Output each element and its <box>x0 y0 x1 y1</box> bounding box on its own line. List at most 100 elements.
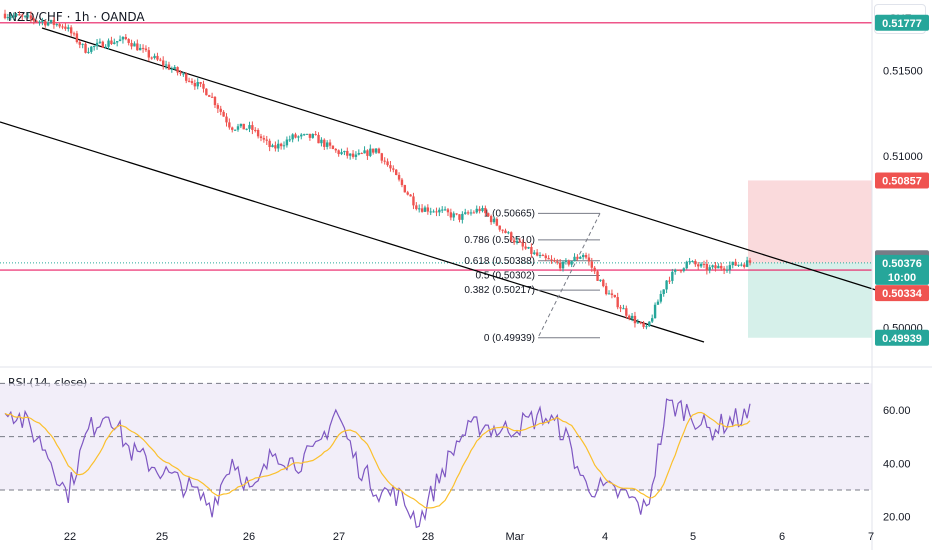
candle <box>156 52 159 62</box>
candle-body <box>581 254 585 258</box>
candle <box>328 139 332 149</box>
candle-body <box>84 43 87 53</box>
candle-body <box>426 207 430 212</box>
candle <box>124 34 128 41</box>
candle <box>627 314 631 321</box>
candle-body <box>420 208 424 212</box>
candle-body <box>236 126 240 130</box>
candle-body <box>271 145 274 148</box>
candle-body <box>58 24 61 27</box>
candle <box>593 266 596 274</box>
candle <box>23 15 27 19</box>
price-badge: 0.49939 <box>875 329 929 346</box>
candle-body <box>331 145 335 149</box>
candle-body <box>668 280 671 282</box>
price-badge-countdown: 10:00 <box>888 272 916 284</box>
candle-body <box>550 259 553 261</box>
candle-body <box>228 122 231 128</box>
candle <box>357 149 361 156</box>
candle <box>46 20 50 27</box>
candle-body <box>256 129 260 137</box>
candle <box>380 152 384 164</box>
candle-body <box>541 255 545 257</box>
candle <box>75 30 79 44</box>
candle <box>435 207 438 217</box>
candle <box>633 311 637 328</box>
candle <box>495 217 499 227</box>
position-zones <box>748 180 872 338</box>
candle <box>711 264 714 270</box>
candle-body <box>745 260 749 267</box>
candle <box>41 17 44 26</box>
candle-body <box>95 42 99 47</box>
candle-body <box>394 169 398 175</box>
candle-body <box>397 174 401 180</box>
candle <box>173 65 176 70</box>
candle <box>21 13 24 21</box>
candle <box>138 44 142 51</box>
candle-body <box>363 150 366 154</box>
candle <box>121 36 125 44</box>
candle-body <box>409 194 412 197</box>
candle <box>133 41 136 47</box>
candle-body <box>535 252 539 256</box>
candle-body <box>320 139 323 144</box>
candle <box>49 19 53 25</box>
candle-body <box>288 139 291 141</box>
candle-body <box>294 134 297 138</box>
candle <box>564 258 568 265</box>
candle-body <box>282 145 286 147</box>
candle-body <box>507 232 510 234</box>
candle <box>279 142 283 150</box>
candle <box>245 128 248 131</box>
candle-body <box>599 279 602 281</box>
candle-body <box>219 108 222 112</box>
candle-body <box>694 260 697 265</box>
candle <box>291 133 294 143</box>
candle <box>366 149 369 160</box>
candle <box>346 147 349 159</box>
candle-body <box>538 255 542 257</box>
candle <box>610 289 614 299</box>
candle-body <box>728 265 732 270</box>
candle-body <box>487 213 490 217</box>
candle-body <box>466 212 470 214</box>
candle <box>717 263 720 269</box>
candle <box>406 190 409 196</box>
candle <box>130 39 133 50</box>
candle-body <box>18 14 21 16</box>
candle <box>69 25 73 37</box>
candle <box>115 41 119 47</box>
fib-level-label: 0.382 (0.50217) <box>464 285 535 296</box>
candle-body <box>87 51 90 53</box>
candle-body <box>512 240 516 243</box>
candle-body <box>567 260 570 265</box>
candle <box>78 40 81 49</box>
candle-body <box>15 14 18 16</box>
candle-body <box>699 263 703 267</box>
candle <box>547 255 550 260</box>
fib-trend-line <box>537 213 601 338</box>
candle-body <box>251 125 254 130</box>
candle <box>225 113 228 127</box>
candle-body <box>406 192 409 195</box>
candle-body <box>734 261 737 266</box>
candle-body <box>593 267 596 272</box>
candle <box>524 242 527 250</box>
candle-body <box>702 263 706 265</box>
candle <box>334 148 337 153</box>
candle <box>98 38 102 45</box>
candle-body <box>619 307 622 309</box>
candle-body <box>633 315 637 324</box>
rsi-tick-label: 60.00 <box>883 405 911 417</box>
candle-body <box>130 42 133 47</box>
candle-body <box>245 128 248 130</box>
candle <box>369 144 372 158</box>
candle <box>337 149 340 157</box>
horizontal-lines <box>0 22 872 271</box>
x-tick-label: 7 <box>868 531 874 543</box>
candle <box>323 138 326 150</box>
candle-body <box>354 154 358 157</box>
